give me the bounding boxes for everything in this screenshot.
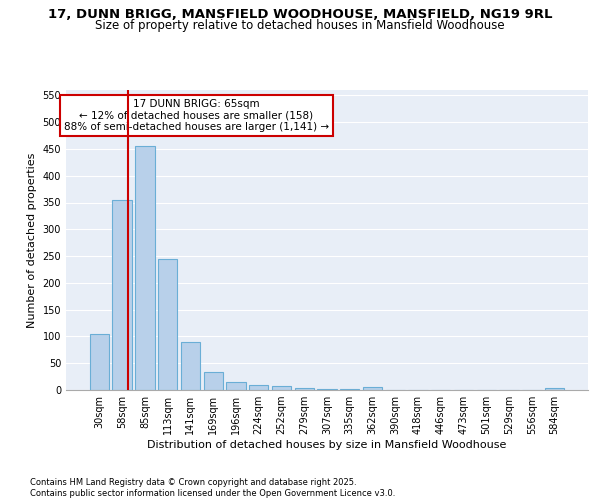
Bar bbox=[90, 334, 109, 390]
Text: Size of property relative to detached houses in Mansfield Woodhouse: Size of property relative to detached ho… bbox=[95, 19, 505, 32]
Bar bbox=[181, 342, 200, 390]
X-axis label: Distribution of detached houses by size in Mansfield Woodhouse: Distribution of detached houses by size … bbox=[148, 440, 506, 450]
Bar bbox=[295, 388, 314, 390]
Bar bbox=[112, 200, 132, 390]
Bar bbox=[135, 146, 155, 390]
Bar bbox=[249, 384, 268, 390]
Bar bbox=[317, 389, 337, 390]
Bar bbox=[158, 259, 178, 390]
Text: 17, DUNN BRIGG, MANSFIELD WOODHOUSE, MANSFIELD, NG19 9RL: 17, DUNN BRIGG, MANSFIELD WOODHOUSE, MAN… bbox=[48, 8, 552, 20]
Y-axis label: Number of detached properties: Number of detached properties bbox=[27, 152, 37, 328]
Bar bbox=[272, 386, 291, 390]
Text: Contains HM Land Registry data © Crown copyright and database right 2025.
Contai: Contains HM Land Registry data © Crown c… bbox=[30, 478, 395, 498]
Bar bbox=[203, 372, 223, 390]
Bar bbox=[545, 388, 564, 390]
Text: 17 DUNN BRIGG: 65sqm
← 12% of detached houses are smaller (158)
88% of semi-deta: 17 DUNN BRIGG: 65sqm ← 12% of detached h… bbox=[64, 99, 329, 132]
Bar bbox=[226, 382, 245, 390]
Bar bbox=[363, 388, 382, 390]
